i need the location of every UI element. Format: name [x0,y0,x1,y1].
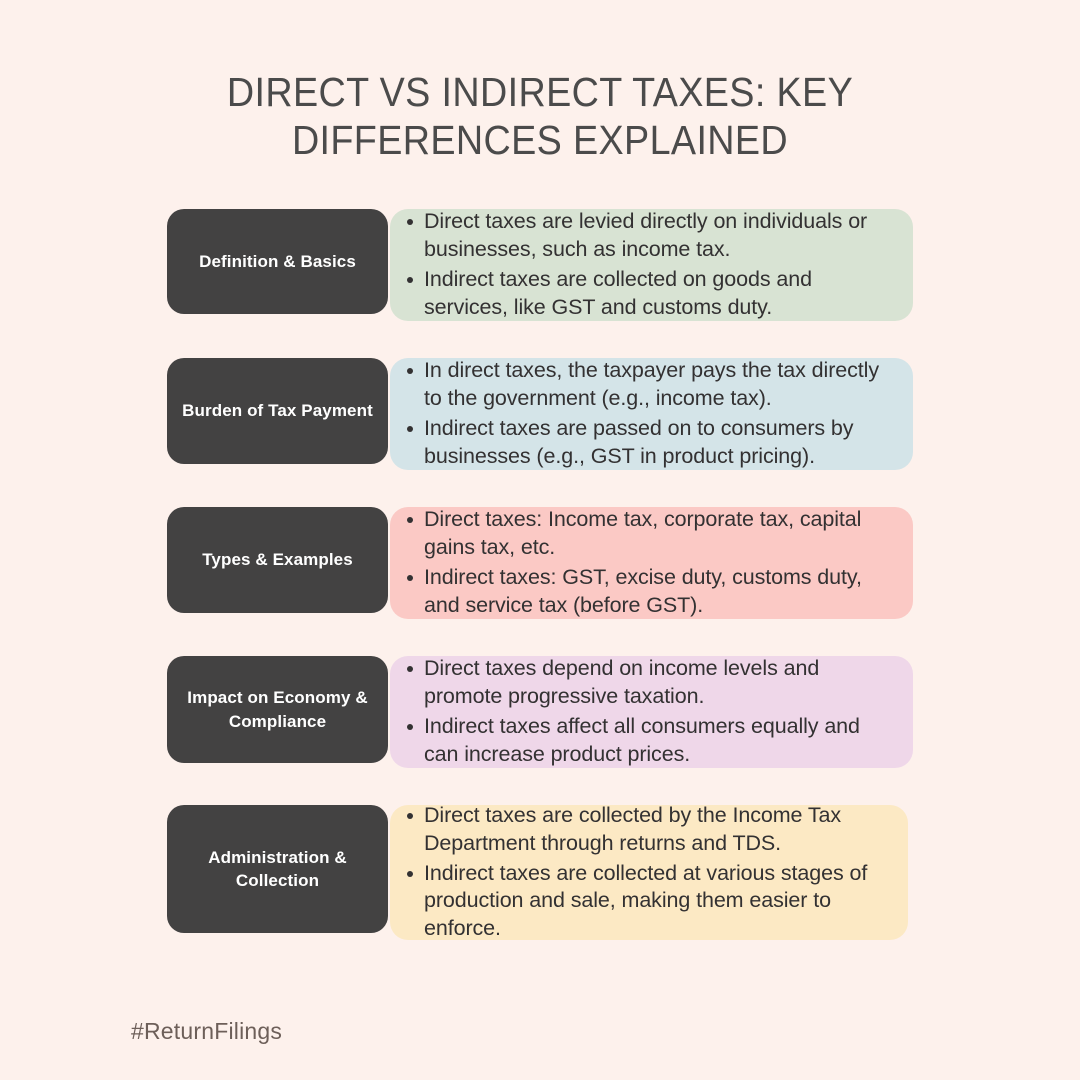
page-title: DIRECT VS INDIRECT TAXES: KEY DIFFERENCE… [226,69,854,164]
row-label-text: Definition & Basics [199,251,356,271]
row-label-box-types-examples: Types & Examples [167,507,388,613]
comparison-row: Burden of Tax Payment In direct taxes, t… [167,358,913,470]
row-label-box-impact-on-economy-compliance: Impact on Economy & Compliance [167,656,388,763]
row-content-panel-types-examples: Direct taxes: Income tax, corporate tax,… [390,507,913,619]
row-content-panel-burden-of-tax-payment: In direct taxes, the taxpayer pays the t… [390,358,913,470]
row-label-box-burden-of-tax-payment: Burden of Tax Payment [167,358,388,464]
bullet-list: Direct taxes are levied directly on indi… [400,208,897,322]
bullet-list: Direct taxes: Income tax, corporate tax,… [400,506,897,620]
comparison-rows: Definition & Basics Direct taxes are lev… [167,209,913,940]
comparison-row: Impact on Economy & Compliance Direct ta… [167,656,913,768]
row-label-text: Impact on Economy & Compliance [187,688,368,731]
bullet-item: Indirect taxes: GST, excise duty, custom… [407,564,897,620]
bullet-item: Indirect taxes are passed on to consumer… [407,415,897,471]
comparison-row: Administration & Collection Direct taxes… [167,803,913,940]
row-content-panel-administration-collection: Direct taxes are collected by the Income… [390,803,908,940]
row-content-panel-definition-basics: Direct taxes are levied directly on indi… [390,209,913,321]
bullet-item: Direct taxes are collected by the Income… [407,802,892,858]
bullet-item: In direct taxes, the taxpayer pays the t… [407,357,897,413]
comparison-row: Definition & Basics Direct taxes are lev… [167,209,913,321]
row-label-box-administration-collection: Administration & Collection [167,805,388,933]
bullet-item: Direct taxes depend on income levels and… [407,655,897,711]
bullet-list: Direct taxes are collected by the Income… [400,802,892,944]
bullet-item: Indirect taxes affect all consumers equa… [407,713,897,769]
bullet-item: Direct taxes: Income tax, corporate tax,… [407,506,897,562]
row-label-text: Types & Examples [202,550,353,570]
row-label-text: Administration & Collection [208,847,347,890]
bullet-list: In direct taxes, the taxpayer pays the t… [400,357,897,471]
bullet-item: Indirect taxes are collected on goods an… [407,266,897,322]
row-content-panel-impact-on-economy-compliance: Direct taxes depend on income levels and… [390,656,913,768]
bullet-item: Indirect taxes are collected at various … [407,860,892,944]
row-label-box-definition-basics: Definition & Basics [167,209,388,314]
comparison-row: Types & Examples Direct taxes: Income ta… [167,507,913,619]
title-container: DIRECT VS INDIRECT TAXES: KEY DIFFERENCE… [110,68,970,165]
bullet-list: Direct taxes depend on income levels and… [400,655,897,769]
row-label-text: Burden of Tax Payment [182,401,373,421]
footer-hashtag: #ReturnFilings [131,1018,283,1044]
bullet-item: Direct taxes are levied directly on indi… [407,208,897,264]
